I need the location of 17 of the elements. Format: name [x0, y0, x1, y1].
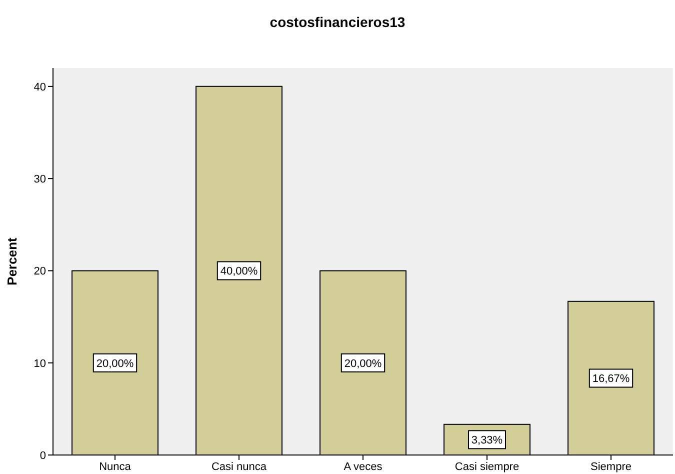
- x-tick-label: Siempre: [590, 460, 632, 473]
- data-label: 20,00%: [96, 358, 134, 370]
- y-tick-label: 40: [34, 81, 46, 94]
- x-tick-label: Nunca: [99, 460, 132, 473]
- data-label: 40,00%: [220, 266, 258, 278]
- y-tick-label: 0: [40, 450, 46, 462]
- data-label: 16,67%: [592, 373, 630, 386]
- y-axis-title: Percent: [4, 236, 20, 286]
- y-tick-label: 30: [34, 173, 46, 186]
- chart-title: costosfinancieros13: [268, 14, 406, 30]
- data-label: 3,33%: [471, 434, 503, 447]
- x-tick-label: Casi siempre: [454, 460, 520, 473]
- data-label: 20,00%: [344, 358, 382, 370]
- y-tick-label: 20: [34, 266, 46, 278]
- y-tick-label: 10: [34, 358, 46, 370]
- x-tick-label: A veces: [344, 460, 383, 473]
- x-tick-label: Casi nunca: [211, 460, 268, 473]
